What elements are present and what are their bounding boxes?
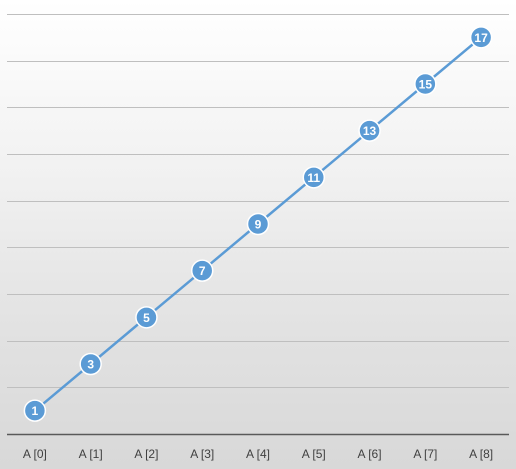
data-label: 7: [199, 264, 206, 278]
data-point: [414, 72, 437, 96]
data-label: 11: [307, 171, 320, 185]
x-tick-label: A [7]: [413, 447, 437, 461]
x-tick-label: A [8]: [469, 447, 493, 461]
x-tick-label: A [3]: [190, 447, 214, 461]
x-tick-labels: A [0] A [1] A [2] A [3] A [4] A [5] A [6] A [7]…: [23, 447, 493, 461]
data-label: 13: [363, 124, 377, 138]
data-point: [358, 119, 381, 142]
x-tick-label: A [2]: [134, 447, 158, 461]
data-label: 1: [32, 404, 39, 418]
x-tick-label: A [0]: [23, 447, 47, 461]
data-point: [23, 399, 47, 422]
data-label: 15: [419, 78, 433, 92]
x-tick-label: A [6]: [358, 447, 382, 461]
data-label: 5: [143, 311, 150, 325]
x-tick-label: A [4]: [246, 447, 270, 461]
gridlines: [7, 14, 509, 388]
data-point: [302, 166, 326, 189]
data-label: 9: [255, 218, 262, 232]
data-point: [190, 259, 214, 282]
data-point: [469, 26, 493, 49]
data-label: 3: [87, 358, 94, 372]
data-point: [135, 306, 158, 329]
data-point: [246, 212, 270, 236]
data-point: [79, 352, 102, 376]
x-tick-label: A [1]: [79, 447, 103, 461]
x-tick-label: A [5]: [302, 447, 326, 461]
data-label: 17: [474, 31, 488, 45]
